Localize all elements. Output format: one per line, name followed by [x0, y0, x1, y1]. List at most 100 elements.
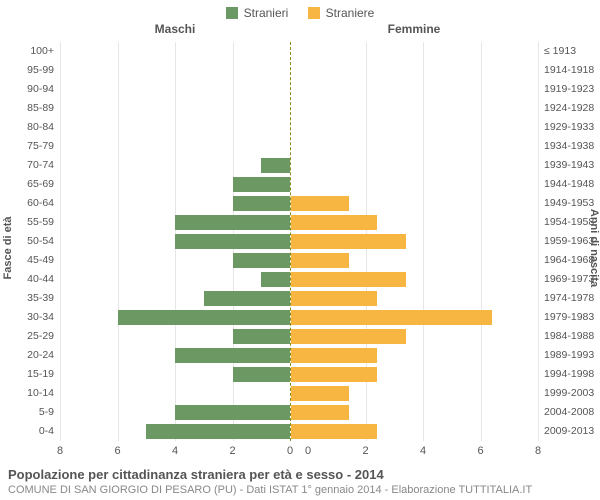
- bar-male: [233, 177, 291, 192]
- age-row: [60, 99, 538, 118]
- x-tick: 0: [287, 445, 293, 457]
- x-tick: 2: [229, 445, 235, 457]
- age-label: 25-29: [0, 327, 54, 346]
- birth-year-label: ≤ 1913: [544, 42, 600, 61]
- birth-year-label: 1974-1978: [544, 289, 600, 308]
- birth-year-label: 1994-1998: [544, 365, 600, 384]
- birth-year-label: 1964-1968: [544, 251, 600, 270]
- age-label: 75-79: [0, 137, 54, 156]
- birth-year-label: 1939-1943: [544, 156, 600, 175]
- x-tick: 0: [305, 445, 311, 457]
- birth-year-label: 1929-1933: [544, 118, 600, 137]
- bar-male: [261, 272, 290, 287]
- age-label: 35-39: [0, 289, 54, 308]
- bar-male: [146, 424, 290, 439]
- age-row: [60, 289, 538, 308]
- bar-male: [175, 405, 290, 420]
- bar-female: [291, 196, 349, 211]
- x-tick: 4: [420, 445, 426, 457]
- age-row: [60, 232, 538, 251]
- gridline: [538, 42, 539, 441]
- bar-female: [291, 291, 377, 306]
- legend-swatch-female: [308, 7, 320, 19]
- pyramid-chart: Fasce di età Anni di nascita 8642002468 …: [0, 42, 600, 441]
- birth-year-label: 1914-1918: [544, 61, 600, 80]
- birth-year-label: 1959-1963: [544, 232, 600, 251]
- bar-female: [291, 253, 349, 268]
- bar-male: [175, 215, 290, 230]
- age-row: [60, 80, 538, 99]
- x-axis: 8642002468: [60, 445, 538, 461]
- column-headers: Maschi Femmine: [0, 22, 600, 40]
- age-label: 15-19: [0, 365, 54, 384]
- bar-male: [118, 310, 291, 325]
- birth-year-label: 1949-1953: [544, 194, 600, 213]
- birth-year-label: 1979-1983: [544, 308, 600, 327]
- age-row: [60, 403, 538, 422]
- age-row: [60, 346, 538, 365]
- x-tick: 2: [362, 445, 368, 457]
- age-label: 80-84: [0, 118, 54, 137]
- bar-female: [291, 215, 377, 230]
- birth-year-label: 1934-1938: [544, 137, 600, 156]
- legend-female: Straniere: [308, 6, 375, 20]
- x-tick: 8: [535, 445, 541, 457]
- bar-male: [175, 348, 290, 363]
- age-row: [60, 156, 538, 175]
- age-row: [60, 384, 538, 403]
- age-row: [60, 365, 538, 384]
- birth-year-label: 1984-1988: [544, 327, 600, 346]
- bar-female: [291, 405, 349, 420]
- age-label: 50-54: [0, 232, 54, 251]
- bar-female: [291, 386, 349, 401]
- age-label: 90-94: [0, 80, 54, 99]
- bar-male: [233, 196, 291, 211]
- age-row: [60, 42, 538, 61]
- legend-swatch-male: [226, 7, 238, 19]
- age-row: [60, 308, 538, 327]
- chart-footer: Popolazione per cittadinanza straniera p…: [8, 467, 592, 496]
- age-label: 60-64: [0, 194, 54, 213]
- bar-female: [291, 234, 406, 249]
- birth-year-label: 1924-1928: [544, 99, 600, 118]
- age-label: 95-99: [0, 61, 54, 80]
- age-label: 10-14: [0, 384, 54, 403]
- bar-female: [291, 329, 406, 344]
- age-label: 65-69: [0, 175, 54, 194]
- age-label: 30-34: [0, 308, 54, 327]
- x-tick: 4: [172, 445, 178, 457]
- birth-year-label: 1944-1948: [544, 175, 600, 194]
- x-tick: 6: [477, 445, 483, 457]
- age-label: 45-49: [0, 251, 54, 270]
- birth-year-label: 1919-1923: [544, 80, 600, 99]
- bar-male: [233, 367, 291, 382]
- bar-female: [291, 310, 492, 325]
- legend-male: Stranieri: [226, 6, 289, 20]
- chart-subtitle: COMUNE DI SAN GIORGIO DI PESARO (PU) - D…: [8, 484, 592, 496]
- legend: Stranieri Straniere: [0, 0, 600, 22]
- age-row: [60, 422, 538, 441]
- age-row: [60, 327, 538, 346]
- birth-year-label: 2009-2013: [544, 422, 600, 441]
- bar-male: [233, 253, 291, 268]
- age-label: 70-74: [0, 156, 54, 175]
- age-label: 0-4: [0, 422, 54, 441]
- legend-label-female: Straniere: [326, 6, 375, 20]
- header-female: Femmine: [290, 22, 538, 36]
- age-label: 20-24: [0, 346, 54, 365]
- age-row: [60, 194, 538, 213]
- age-row: [60, 118, 538, 137]
- chart-title: Popolazione per cittadinanza straniera p…: [8, 467, 592, 482]
- bar-male: [233, 329, 291, 344]
- x-tick: 6: [114, 445, 120, 457]
- birth-year-label: 1989-1993: [544, 346, 600, 365]
- birth-year-label: 1999-2003: [544, 384, 600, 403]
- header-male: Maschi: [60, 22, 290, 36]
- age-row: [60, 61, 538, 80]
- bar-female: [291, 348, 377, 363]
- bar-male: [261, 158, 290, 173]
- age-row: [60, 270, 538, 289]
- age-label: 40-44: [0, 270, 54, 289]
- chart-plot-area: [60, 42, 538, 441]
- bar-female: [291, 272, 406, 287]
